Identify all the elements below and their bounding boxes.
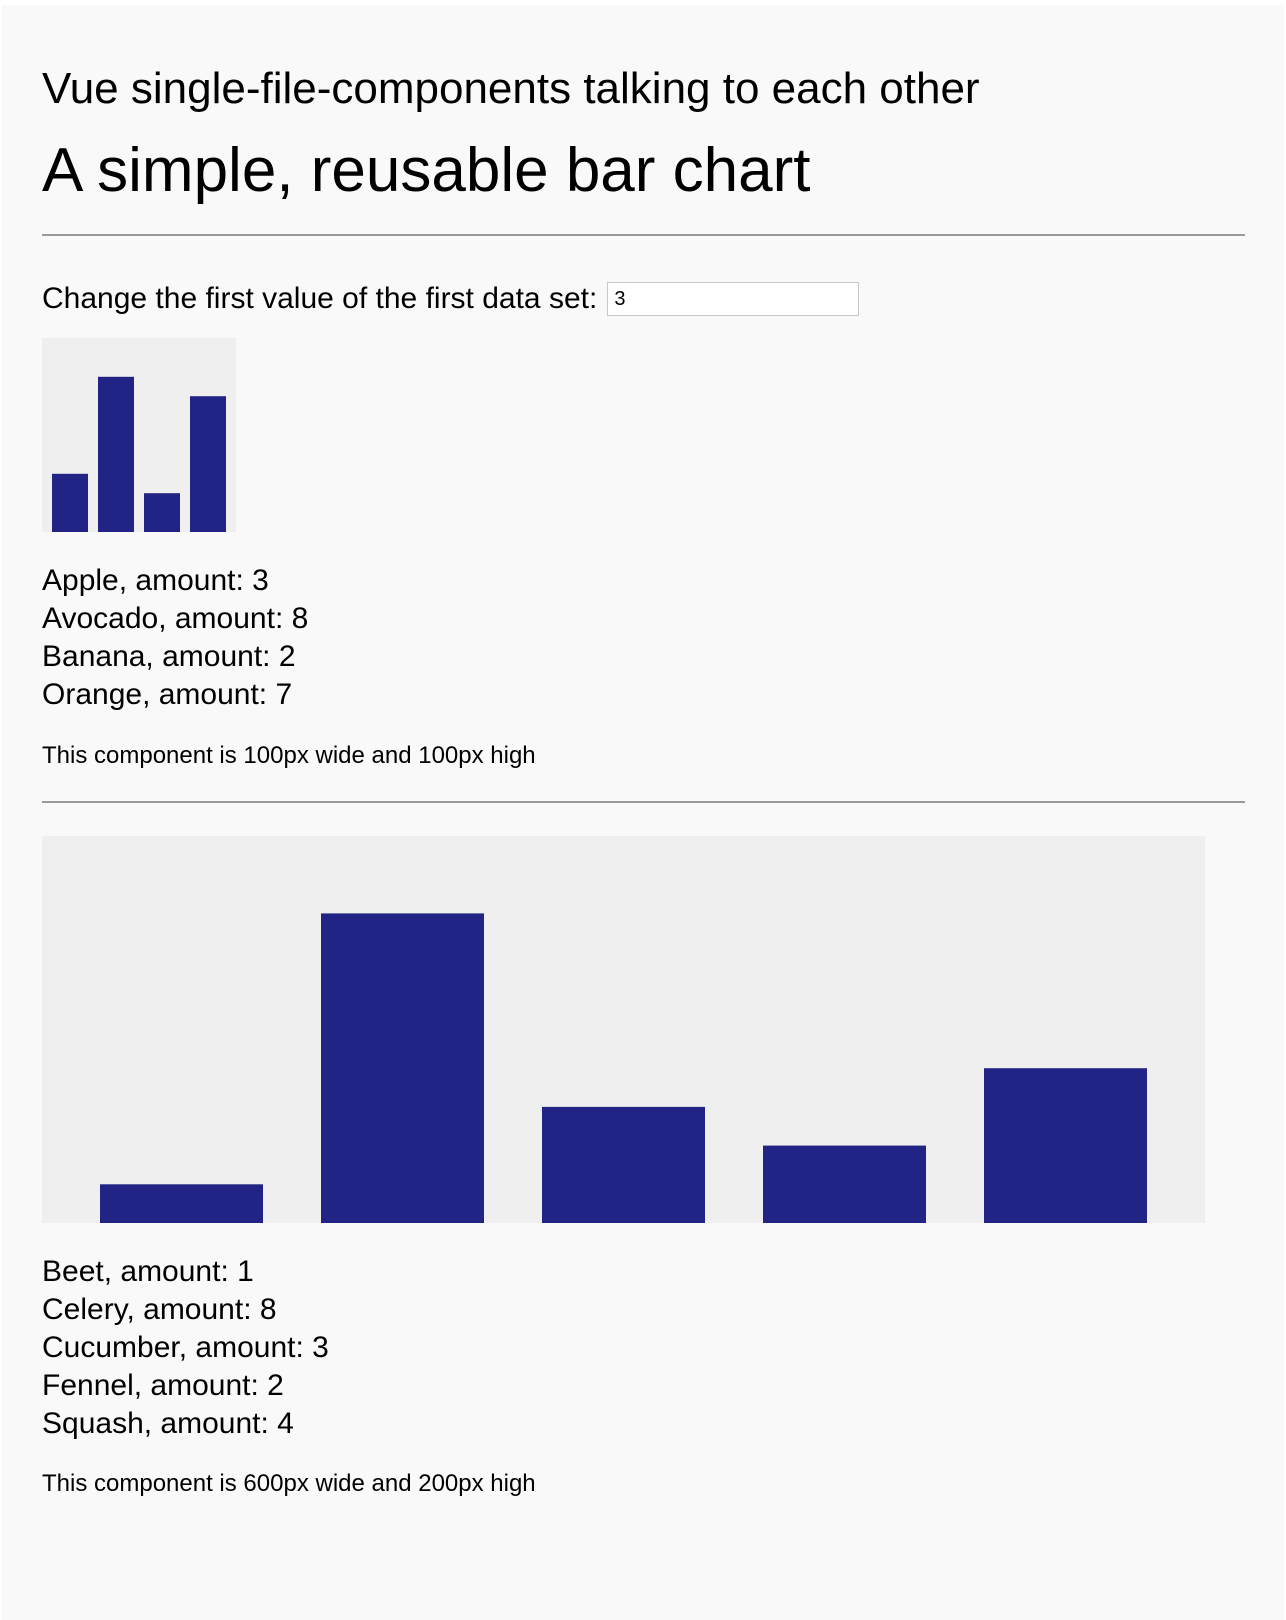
bar-banana — [144, 493, 180, 532]
legend-item-banana: Banana, amount: 2 — [42, 640, 296, 673]
legend-item-beet: Beet, amount: 1 — [42, 1255, 254, 1288]
small-bar-chart — [42, 338, 236, 532]
page-subtitle: Vue single-file-components talking to ea… — [42, 64, 980, 113]
large-chart-caption: This component is 600px wide and 200px h… — [42, 1470, 536, 1497]
large-bar-chart-svg — [100, 913, 1147, 1223]
bar-squash — [984, 1068, 1147, 1223]
legend-item-orange: Orange, amount: 7 — [42, 678, 293, 711]
small-bar-chart-svg — [52, 376, 226, 532]
first-value-control: Change the first value of the first data… — [42, 279, 860, 319]
bar-apple — [52, 473, 88, 532]
large-chart-legend: Beet, amount: 1 Celery, amount: 8 Cucumb… — [42, 1253, 329, 1443]
legend-item-squash: Squash, amount: 4 — [42, 1407, 294, 1440]
bar-avocado — [98, 376, 134, 532]
legend-item-fennel: Fennel, amount: 2 — [42, 1369, 284, 1402]
bar-fennel — [763, 1145, 926, 1223]
first-value-input[interactable] — [607, 282, 860, 316]
page-title: A simple, reusable bar chart — [42, 136, 811, 205]
bar-celery — [321, 913, 484, 1223]
bar-orange — [190, 396, 226, 532]
legend-item-cucumber: Cucumber, amount: 3 — [42, 1331, 329, 1364]
page: Vue single-file-components talking to ea… — [2, 5, 1284, 1620]
bar-beet — [100, 1184, 263, 1223]
divider-top — [42, 234, 1245, 236]
legend-item-apple: Apple, amount: 3 — [42, 564, 269, 597]
legend-item-avocado: Avocado, amount: 8 — [42, 602, 309, 635]
divider-middle — [42, 801, 1245, 803]
bar-cucumber — [542, 1106, 705, 1223]
small-chart-caption: This component is 100px wide and 100px h… — [42, 742, 536, 769]
large-bar-chart — [42, 836, 1205, 1223]
first-value-label: Change the first value of the first data… — [42, 282, 598, 315]
small-chart-legend: Apple, amount: 3 Avocado, amount: 8 Bana… — [42, 562, 308, 714]
legend-item-celery: Celery, amount: 8 — [42, 1293, 277, 1326]
